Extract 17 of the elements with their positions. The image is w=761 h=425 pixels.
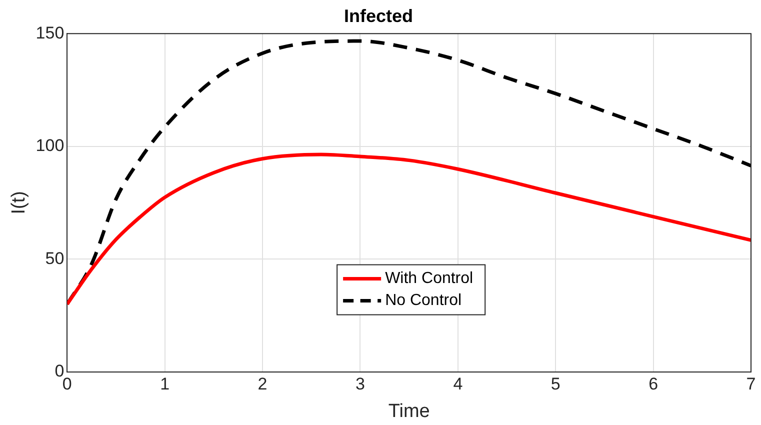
x-tick-label: 1 [160, 374, 170, 394]
y-axis-title: I(t) [8, 191, 30, 214]
x-tick-label: 3 [356, 374, 365, 394]
legend-label: With Control [385, 270, 474, 288]
y-tick-label: 100 [36, 136, 64, 156]
x-tick-label: 2 [258, 374, 268, 394]
x-tick-label: 4 [453, 374, 463, 394]
chart-title: Infected [344, 6, 414, 26]
x-tick-label: 5 [550, 374, 560, 394]
x-tick-label: 6 [648, 374, 658, 394]
legend-label: No Control [385, 292, 462, 310]
x-axis-title: Time [388, 400, 430, 422]
y-tick-label: 0 [54, 361, 64, 380]
y-tick-label: 150 [36, 23, 64, 42]
y-tick-label: 50 [45, 248, 64, 268]
line-series [67, 152, 751, 306]
x-tick-label: 7 [746, 374, 756, 394]
